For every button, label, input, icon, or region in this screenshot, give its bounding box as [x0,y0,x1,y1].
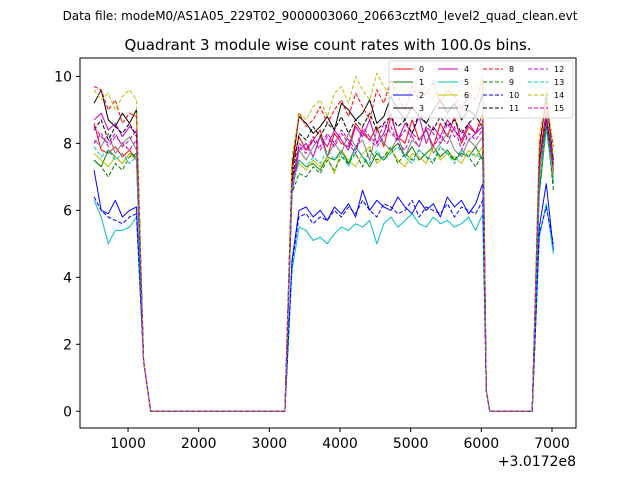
y-tick-label: 2 [63,337,72,353]
legend-label-5: 5 [464,78,469,87]
legend-label-11: 11 [509,104,519,113]
legend-label-2: 2 [419,91,424,100]
legend-label-0: 0 [419,65,424,74]
legend-label-9: 9 [509,78,514,87]
legend-label-6: 6 [464,91,469,100]
y-tick-label: 10 [54,69,72,85]
series-line-8 [93,79,554,412]
series-line-15 [93,119,554,412]
legend-label-7: 7 [464,104,469,113]
chart-title: Quadrant 3 module wise count rates with … [124,36,531,54]
x-tick-label: 1000 [110,436,146,452]
x-axis: 1000 2000 3000 4000 5000 6000 7000 [110,428,570,452]
x-tick-label: 4000 [322,436,358,452]
legend-box [388,60,574,119]
x-tick-label: 5000 [393,436,429,452]
x-tick-label: 7000 [534,436,570,452]
y-tick-label: 4 [63,270,72,286]
legend-label-4: 4 [464,65,469,74]
series-line-9 [93,119,554,412]
legend-label-3: 3 [419,104,424,113]
legend-label-13: 13 [554,78,564,87]
legend-label-15: 15 [554,104,564,113]
y-tick-label: 0 [63,404,72,420]
y-tick-label: 6 [63,203,72,219]
chart-suptitle: Data file: modeM0/AS1A05_229T02_90000030… [63,9,578,23]
x-offset-label: +3.0172e8 [498,454,576,470]
plot-lines [93,72,554,412]
x-tick-label: 6000 [464,436,500,452]
x-tick-label: 2000 [181,436,217,452]
series-line-13 [93,129,554,412]
y-axis: 0 2 4 6 8 10 [54,69,80,420]
y-tick-label: 8 [63,136,72,152]
legend-label-10: 10 [509,91,519,100]
legend-label-8: 8 [509,65,514,74]
x-tick-label: 3000 [252,436,288,452]
legend-label-14: 14 [554,91,564,100]
legend-label-1: 1 [419,78,424,87]
legend-label-12: 12 [554,65,564,74]
plot-frame [79,57,577,429]
